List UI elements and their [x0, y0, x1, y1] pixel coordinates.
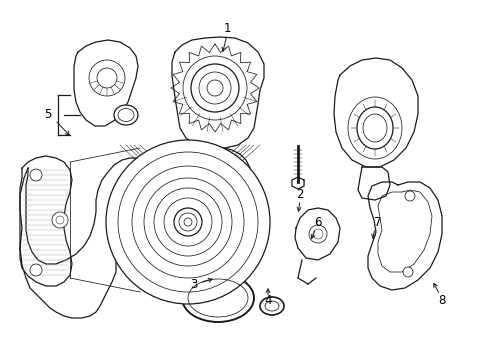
- Text: 3: 3: [190, 279, 197, 292]
- Text: 5: 5: [44, 108, 52, 122]
- Circle shape: [52, 212, 68, 228]
- Text: 7: 7: [373, 216, 381, 229]
- Ellipse shape: [114, 105, 138, 125]
- Text: 6: 6: [314, 216, 321, 229]
- Circle shape: [30, 264, 42, 276]
- Circle shape: [191, 64, 239, 112]
- Ellipse shape: [260, 297, 284, 315]
- Text: 2: 2: [296, 189, 303, 202]
- Text: 8: 8: [437, 293, 445, 306]
- Circle shape: [106, 140, 269, 304]
- Circle shape: [404, 191, 414, 201]
- Text: 4: 4: [264, 293, 271, 306]
- Circle shape: [402, 267, 412, 277]
- Circle shape: [174, 208, 202, 236]
- Circle shape: [30, 169, 42, 181]
- Text: 1: 1: [223, 22, 230, 35]
- Ellipse shape: [182, 274, 253, 322]
- Circle shape: [308, 225, 326, 243]
- Ellipse shape: [356, 107, 392, 149]
